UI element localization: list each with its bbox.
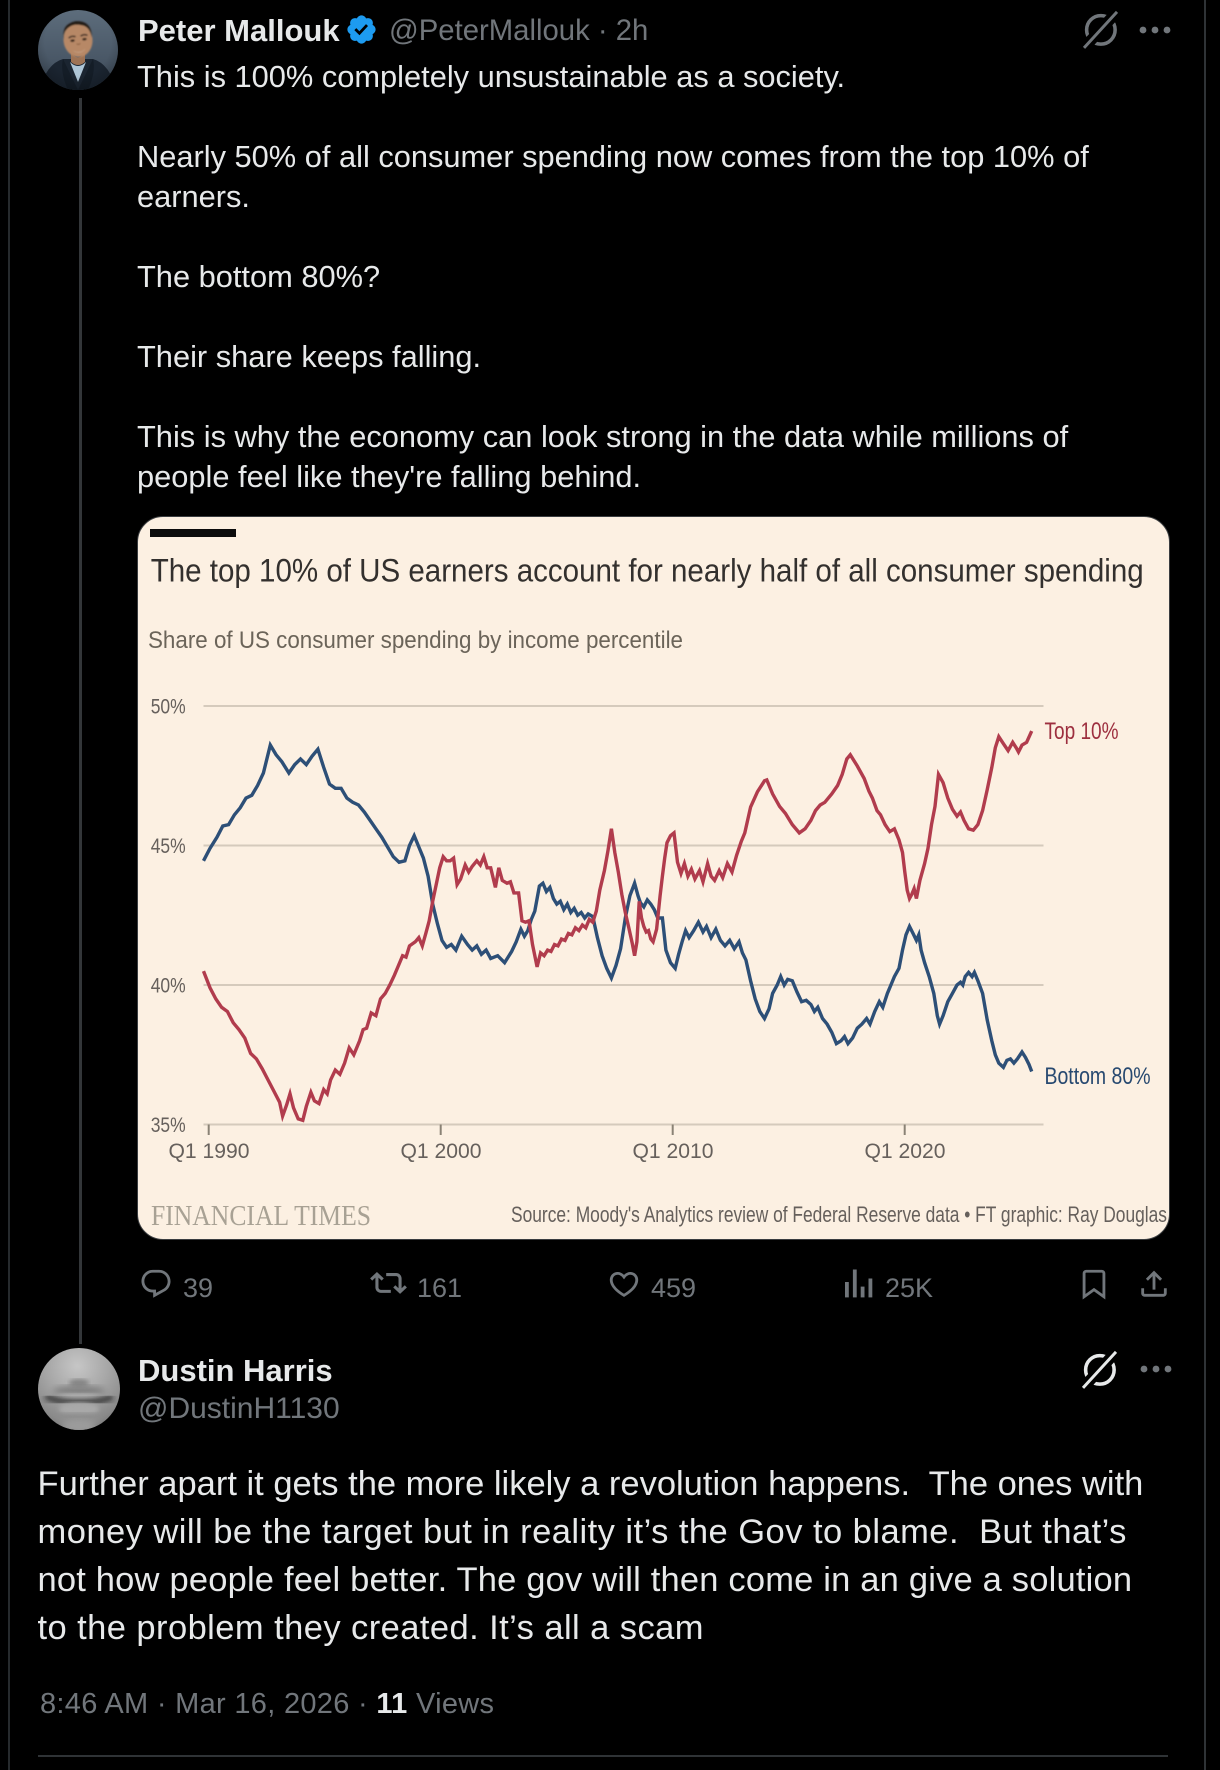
svg-text:Q1 2020: Q1 2020 bbox=[865, 1140, 946, 1163]
svg-text:40%: 40% bbox=[151, 974, 186, 997]
svg-text:Bottom 80%: Bottom 80% bbox=[1045, 1063, 1151, 1090]
svg-text:FINANCIAL TIMES: FINANCIAL TIMES bbox=[151, 1201, 371, 1232]
svg-text:Q1 1990: Q1 1990 bbox=[169, 1140, 250, 1163]
svg-text:Q1 2000: Q1 2000 bbox=[401, 1140, 482, 1163]
svg-text:50%: 50% bbox=[151, 695, 186, 718]
svg-text:Q1 2010: Q1 2010 bbox=[633, 1140, 714, 1163]
svg-text:Source: Moody's Analytics revi: Source: Moody's Analytics review of Fede… bbox=[511, 1202, 1167, 1227]
svg-text:35%: 35% bbox=[151, 1114, 186, 1137]
svg-text:Share of US consumer spending: Share of US consumer spending by income … bbox=[148, 627, 683, 654]
svg-text:The top 10% of US earners acco: The top 10% of US earners account for ne… bbox=[151, 553, 1144, 589]
svg-text:Top 10%: Top 10% bbox=[1045, 718, 1119, 745]
svg-text:45%: 45% bbox=[151, 835, 186, 858]
